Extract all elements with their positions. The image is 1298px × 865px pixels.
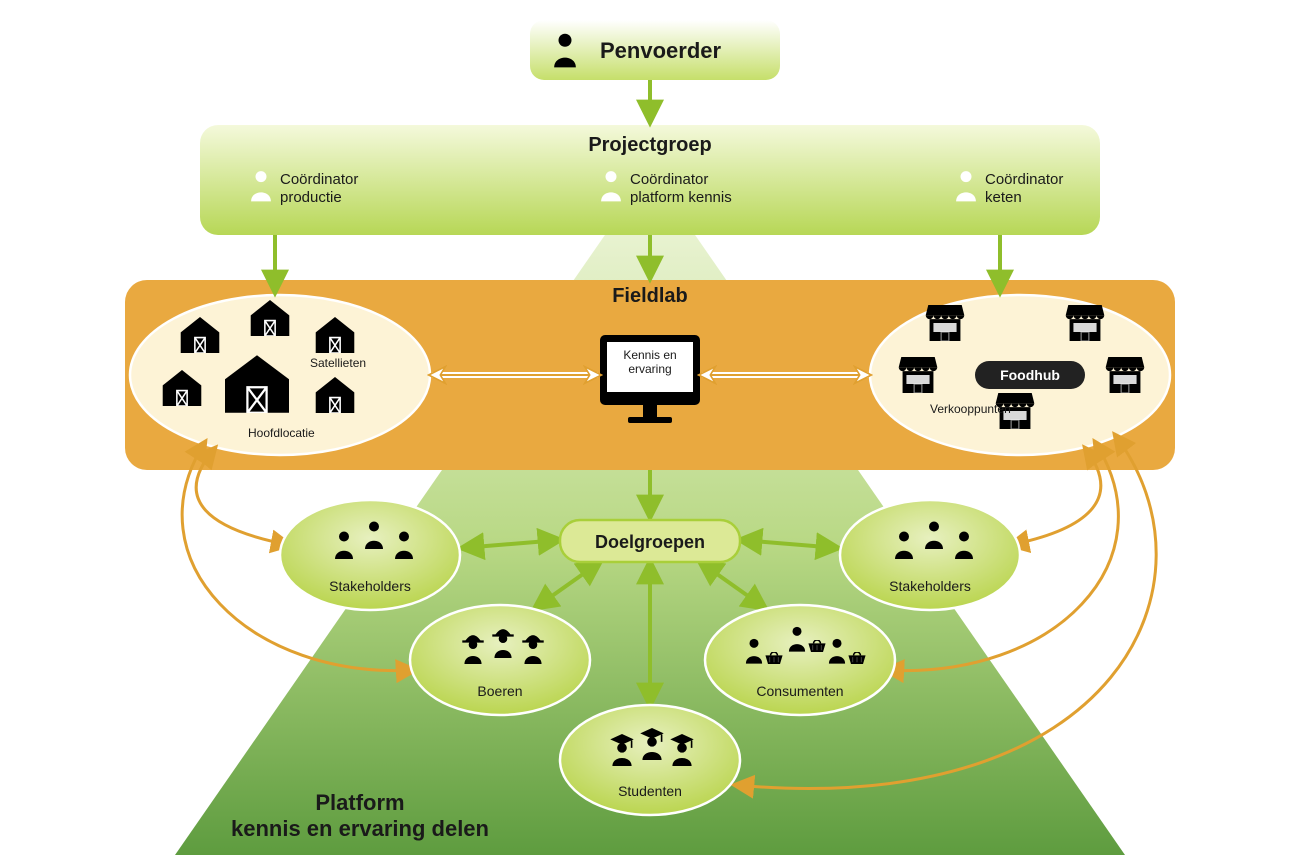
monitor-label: Kennis enervaring (623, 348, 676, 376)
doelgroepen-label: Doelgroepen (595, 532, 705, 552)
verkooppunten-label: Verkooppunten (930, 402, 1011, 416)
fieldlab-title: Fieldlab (612, 285, 688, 307)
satellieten-label: Satellieten (310, 356, 366, 370)
foodhub-label: Foodhub (1000, 367, 1060, 383)
group-stakeholders-right: Stakeholders (840, 500, 1020, 610)
projectgroep-title: Projectgroep (588, 134, 711, 156)
foodhub-ellipse: Foodhub Verkooppunten (870, 295, 1170, 455)
group-label: Studenten (618, 783, 682, 799)
diagram-canvas: Projectgroep CoördinatorproductieCoördin… (0, 0, 1298, 865)
group-boeren: Boeren (410, 605, 590, 715)
group-studenten: Studenten (560, 705, 740, 815)
hoofdlocatie-label: Hoofdlocatie (248, 426, 315, 440)
group-label: Boeren (477, 683, 522, 699)
group-label: Consumenten (756, 683, 843, 699)
group-stakeholders-left: Stakeholders (280, 500, 460, 610)
group-label: Stakeholders (889, 578, 971, 594)
penvoerder-label: Penvoerder (600, 38, 721, 63)
locations-ellipse: Hoofdlocatie Satellieten (130, 295, 430, 455)
group-label: Stakeholders (329, 578, 411, 594)
group-consumenten: Consumenten (705, 605, 895, 715)
